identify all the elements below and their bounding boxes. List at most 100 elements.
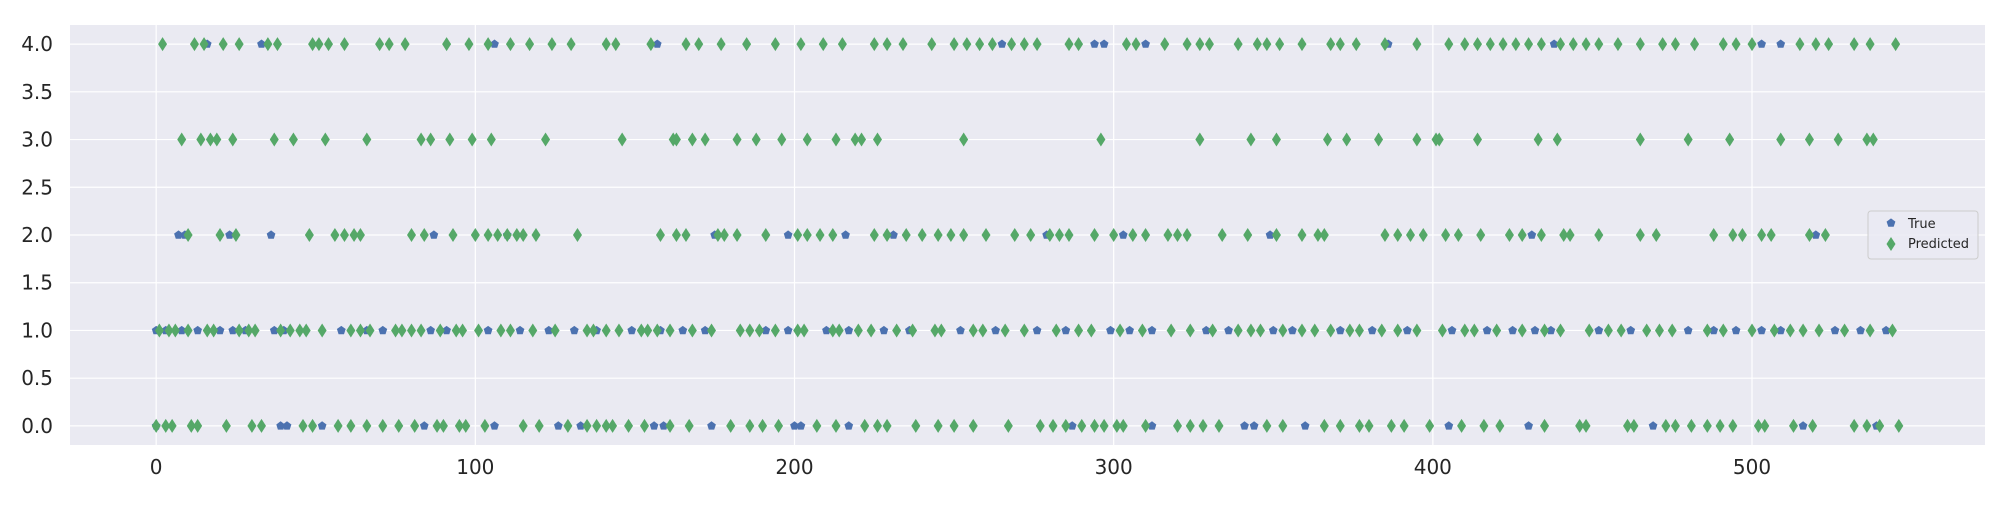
predicted-point — [1118, 418, 1128, 433]
predicted-point — [170, 323, 180, 338]
true-point — [783, 230, 793, 239]
predicted-point — [793, 323, 803, 338]
predicted-point — [333, 418, 343, 433]
predicted-point — [547, 37, 557, 52]
true-point — [956, 325, 965, 335]
predicted-point — [158, 37, 168, 52]
true-point — [576, 421, 585, 430]
y-tick-label: 3.5 — [21, 80, 53, 104]
predicted-point — [1326, 323, 1336, 338]
predicted-point — [745, 323, 755, 338]
predicted-point — [464, 37, 474, 52]
predicted-point — [1026, 228, 1036, 242]
predicted-point — [1623, 418, 1633, 433]
true-point — [1367, 325, 1377, 335]
predicted-point — [250, 323, 260, 338]
predicted-point — [1335, 418, 1345, 433]
predicted-point — [362, 132, 372, 147]
predicted-point — [384, 37, 394, 52]
predicted-point — [448, 228, 458, 242]
true-point — [707, 421, 716, 430]
predicted-point — [624, 418, 634, 433]
predicted-point — [1019, 323, 1029, 338]
true-point — [1265, 230, 1275, 239]
predicted-point — [1702, 323, 1712, 338]
predicted-point — [853, 323, 863, 338]
legend-label-true: True — [1907, 217, 1936, 232]
predicted-point — [1185, 323, 1195, 338]
predicted-point — [1441, 228, 1451, 242]
predicted-point — [1559, 228, 1569, 242]
predicted-point — [1629, 418, 1639, 433]
predicted-point — [987, 37, 997, 52]
predicted-point — [1412, 132, 1422, 147]
predicted-point — [1208, 323, 1218, 338]
predicted-point — [416, 132, 426, 147]
predicted-point — [550, 323, 560, 338]
predicted-point — [285, 323, 295, 338]
predicted-point — [745, 418, 755, 433]
predicted-point — [1074, 37, 1084, 52]
predicted-point — [1380, 37, 1390, 52]
predicted-point — [716, 37, 726, 52]
predicted-point — [1051, 323, 1061, 338]
true-point — [796, 421, 806, 430]
predicted-point — [774, 418, 784, 433]
predicted-point — [1868, 132, 1878, 147]
predicted-point — [1581, 418, 1591, 433]
predicted-point — [1887, 323, 1897, 338]
true-point — [879, 325, 889, 335]
predicted-point — [735, 323, 745, 338]
predicted-point — [857, 132, 867, 147]
predicted-point — [1271, 132, 1281, 147]
predicted-point — [1457, 418, 1467, 433]
y-tick-label: 4.0 — [21, 32, 53, 56]
predicted-point — [1010, 228, 1020, 242]
predicted-point — [1195, 37, 1205, 52]
predicted-point — [872, 418, 882, 433]
predicted-point — [566, 37, 576, 52]
predicted-point — [1297, 37, 1307, 52]
predicted-point — [1875, 418, 1885, 433]
true-point — [1731, 325, 1741, 335]
predicted-point — [608, 418, 618, 433]
predicted-point — [276, 323, 286, 338]
predicted-point — [1115, 323, 1125, 338]
y-tick-label: 0.0 — [21, 414, 53, 438]
predicted-point — [502, 228, 512, 242]
legend-marker-true — [1886, 218, 1896, 227]
true-point — [1546, 325, 1556, 335]
predicted-point — [1540, 418, 1550, 433]
true-point — [1090, 39, 1099, 48]
predicted-point — [1824, 37, 1834, 52]
predicted-point — [1233, 323, 1243, 338]
true-point — [174, 230, 183, 239]
predicted-point — [365, 323, 375, 338]
predicted-point — [1795, 37, 1805, 52]
predicted-point — [869, 228, 879, 242]
legend-label-predicted: Predicted — [1908, 237, 1969, 252]
true-point — [215, 325, 225, 335]
predicted-point — [1434, 132, 1444, 147]
predicted-point — [314, 37, 324, 52]
predicted-point — [1594, 228, 1604, 242]
predicted-point — [1173, 418, 1183, 433]
predicted-point — [719, 228, 729, 242]
predicted-point — [1182, 37, 1192, 52]
true-point — [1402, 325, 1412, 335]
predicted-point — [1536, 37, 1546, 52]
predicted-point — [1297, 228, 1307, 242]
predicted-point — [687, 323, 697, 338]
predicted-point — [617, 132, 627, 147]
predicted-point — [665, 418, 675, 433]
predicted-point — [908, 323, 918, 338]
predicted-point — [1840, 323, 1850, 338]
predicted-point — [1074, 323, 1084, 338]
true-point — [997, 39, 1007, 48]
predicted-point — [1195, 132, 1205, 147]
predicted-point — [212, 132, 222, 147]
predicted-point — [525, 37, 535, 52]
predicted-point — [1045, 228, 1055, 242]
predicted-point — [346, 418, 356, 433]
predicted-point — [684, 418, 694, 433]
